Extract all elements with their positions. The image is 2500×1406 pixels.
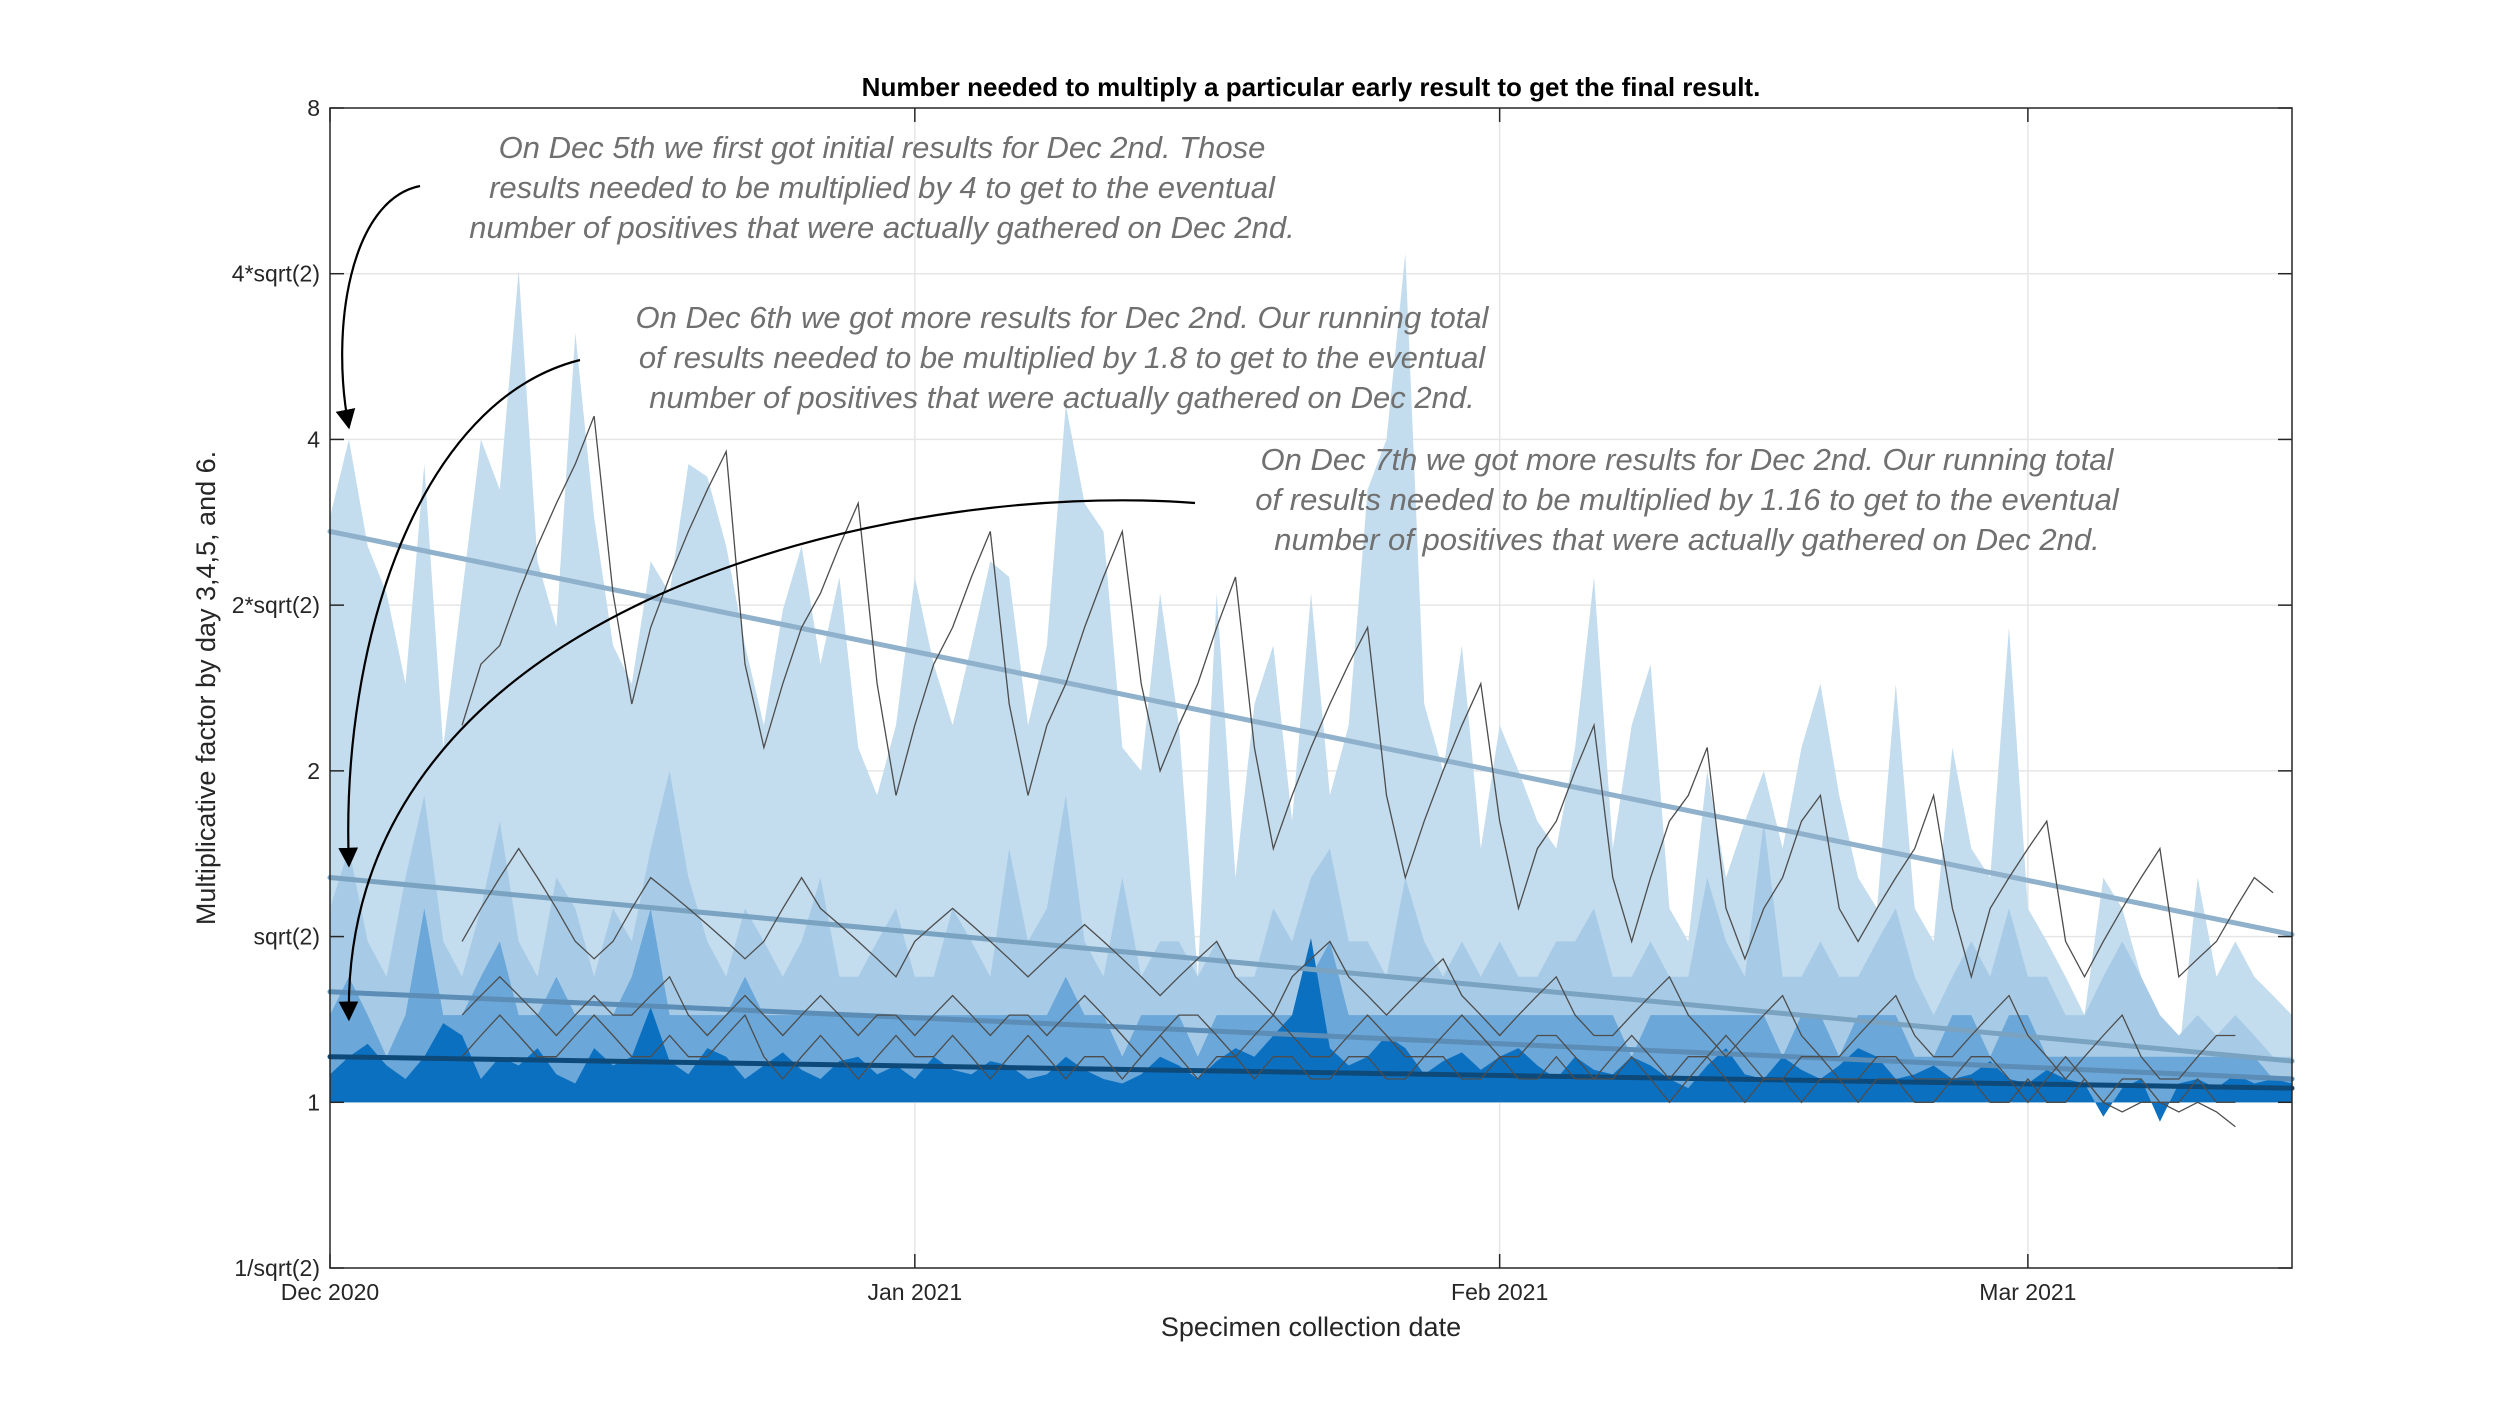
- area-series-4: [330, 938, 2292, 1122]
- annotation-arrow-3: [338, 499, 1196, 1022]
- trend-line-2: [327, 875, 2295, 1064]
- y-axis-title: Multiplicative factor by day 3,4,5, and …: [191, 451, 221, 925]
- day-line-2: [461, 847, 2236, 1081]
- x-tick-label: Dec 2020: [281, 1279, 379, 1305]
- y-tick-label: sqrt(2): [254, 924, 320, 950]
- trend-line-1: [327, 528, 2295, 938]
- day-lines: [461, 415, 2274, 1128]
- area-series: [330, 253, 2292, 1122]
- chart-title: Number needed to multiply a particular e…: [862, 72, 1761, 102]
- y-tick-label: 1: [307, 1089, 320, 1115]
- trend-line-4: [327, 1054, 2295, 1091]
- y-tick-label: 4: [307, 426, 320, 452]
- y-tick-label: 8: [307, 95, 320, 121]
- axis-ticks: 1/sqrt(2) 1 sqrt(2) 2 2*sqrt(2) 4 4*sqrt(2) 8 De…: [232, 95, 2292, 1305]
- x-tick-label: Mar 2021: [1979, 1279, 2076, 1305]
- annotation-1-line-1: On Dec 5th we first got initial results …: [499, 130, 1266, 165]
- annotation-3-line-2: of results needed to be multiplied by 1.…: [1255, 482, 2120, 517]
- annotation-arrow-2: [338, 358, 581, 868]
- annotation-3-line-3: number of positives that were actually g…: [1274, 522, 2099, 557]
- annotation-2-line-2: of results needed to be multiplied by 1.…: [639, 340, 1486, 375]
- y-tick-label: 2*sqrt(2): [232, 592, 320, 618]
- annotations: On Dec 5th we first got initial results …: [335, 130, 2120, 1022]
- plot-frame: [329, 107, 2293, 1269]
- y-tick-label: 1/sqrt(2): [234, 1255, 320, 1281]
- annotation-arrow-1: [335, 184, 421, 430]
- annotation-2-line-3: number of positives that were actually g…: [649, 380, 1474, 415]
- x-tick-label: Feb 2021: [1451, 1279, 1548, 1305]
- trend-lines: [327, 528, 2295, 1091]
- day-line-3: [461, 975, 2236, 1104]
- x-tick-label: Jan 2021: [868, 1279, 963, 1305]
- x-axis-title: Specimen collection date: [1161, 1312, 1461, 1342]
- day-line-1: [461, 415, 2274, 980]
- y-tick-label: 2: [307, 758, 320, 784]
- annotation-1-line-3: number of positives that were actually g…: [469, 210, 1294, 245]
- annotation-2-line-1: On Dec 6th we got more results for Dec 2…: [636, 300, 1490, 335]
- y-tick-label: 4*sqrt(2): [232, 261, 320, 287]
- day-line-4: [461, 1013, 2236, 1128]
- annotation-1-line-2: results needed to be multiplied by 4 to …: [489, 170, 1276, 205]
- annotation-3-line-1: On Dec 7th we got more results for Dec 2…: [1261, 442, 2115, 477]
